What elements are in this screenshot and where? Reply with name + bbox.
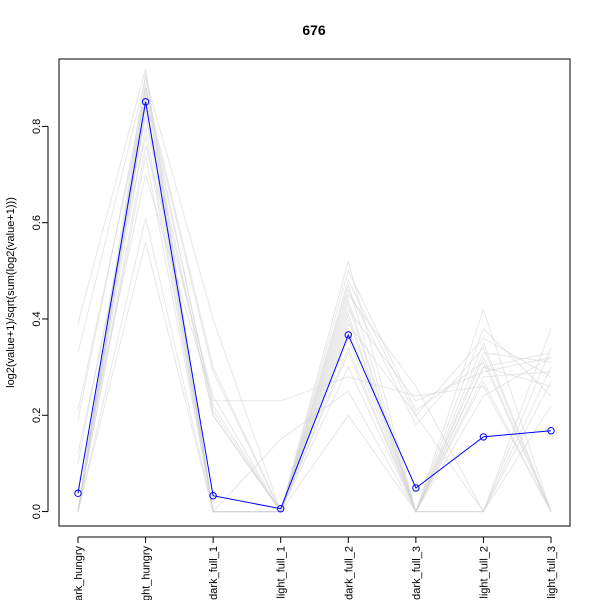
background-series-line-7 bbox=[77, 155, 552, 513]
background-series-line-12 bbox=[77, 83, 552, 514]
background-series-line-4 bbox=[77, 106, 552, 513]
background-series-group bbox=[77, 68, 552, 514]
y-tick-label: 0.8 bbox=[31, 119, 43, 134]
highlight-point-dark_hungry bbox=[74, 489, 82, 497]
x-tick-label-dark_full_3: dark_full_3 bbox=[411, 546, 423, 600]
y-tick-label: 0.0 bbox=[31, 504, 43, 519]
y-axis: 0.0 0.2 0.4 0.6 0.8 bbox=[31, 119, 49, 519]
x-axis: dark_hungry light_hungry dark_full_1 light_… bbox=[73, 536, 558, 600]
highlight-point-light_full_2 bbox=[479, 433, 488, 441]
y-tick-label: 0.6 bbox=[31, 215, 43, 230]
x-tick-label-dark_full_2: dark_full_2 bbox=[343, 546, 355, 600]
highlight-series-line bbox=[77, 101, 552, 510]
chart-title: 676 bbox=[302, 22, 326, 38]
x-tick-label-light_full_1: light_full_1 bbox=[276, 546, 288, 599]
highlight-point-dark_full_1 bbox=[209, 492, 217, 500]
background-series-line-0 bbox=[77, 68, 552, 514]
background-series-line-18 bbox=[77, 87, 552, 514]
highlight-point-light_full_3 bbox=[547, 427, 555, 435]
background-series-line-6 bbox=[77, 135, 552, 513]
highlight-point-light_full_1 bbox=[277, 505, 285, 513]
highlight-series-group bbox=[74, 98, 555, 513]
highlight-point-light_hungry bbox=[141, 98, 150, 106]
background-series-line-17 bbox=[77, 111, 552, 513]
background-series-line-1 bbox=[77, 76, 552, 514]
highlight-point-dark_full_3 bbox=[412, 484, 420, 492]
background-series-line-14 bbox=[77, 73, 552, 513]
x-tick-label-dark_full_1: dark_full_1 bbox=[208, 546, 220, 600]
x-tick-label-dark_hungry: dark_hungry bbox=[73, 546, 85, 600]
background-series-line-8 bbox=[77, 174, 552, 512]
background-series-line-13 bbox=[77, 116, 552, 513]
background-series-line-16 bbox=[77, 102, 552, 514]
x-tick-label-light_full_2: light_full_2 bbox=[478, 546, 490, 599]
plot-frame bbox=[58, 58, 571, 527]
y-tick-label: 0.4 bbox=[31, 311, 43, 326]
x-tick-label-light_hungry: light_hungry bbox=[141, 546, 153, 600]
x-tick-label-light_full_3: light_full_3 bbox=[546, 546, 558, 599]
y-tick-label: 0.2 bbox=[31, 408, 43, 423]
background-series-line-2 bbox=[77, 87, 552, 514]
background-series-line-10 bbox=[77, 241, 552, 513]
background-series-line-9 bbox=[77, 217, 552, 513]
background-series-line-15 bbox=[77, 145, 552, 513]
y-axis-label: log2(value+1)/sqrt(sum(log2(value+1))) bbox=[5, 197, 17, 388]
highlight-point-dark_full_2 bbox=[344, 331, 352, 339]
